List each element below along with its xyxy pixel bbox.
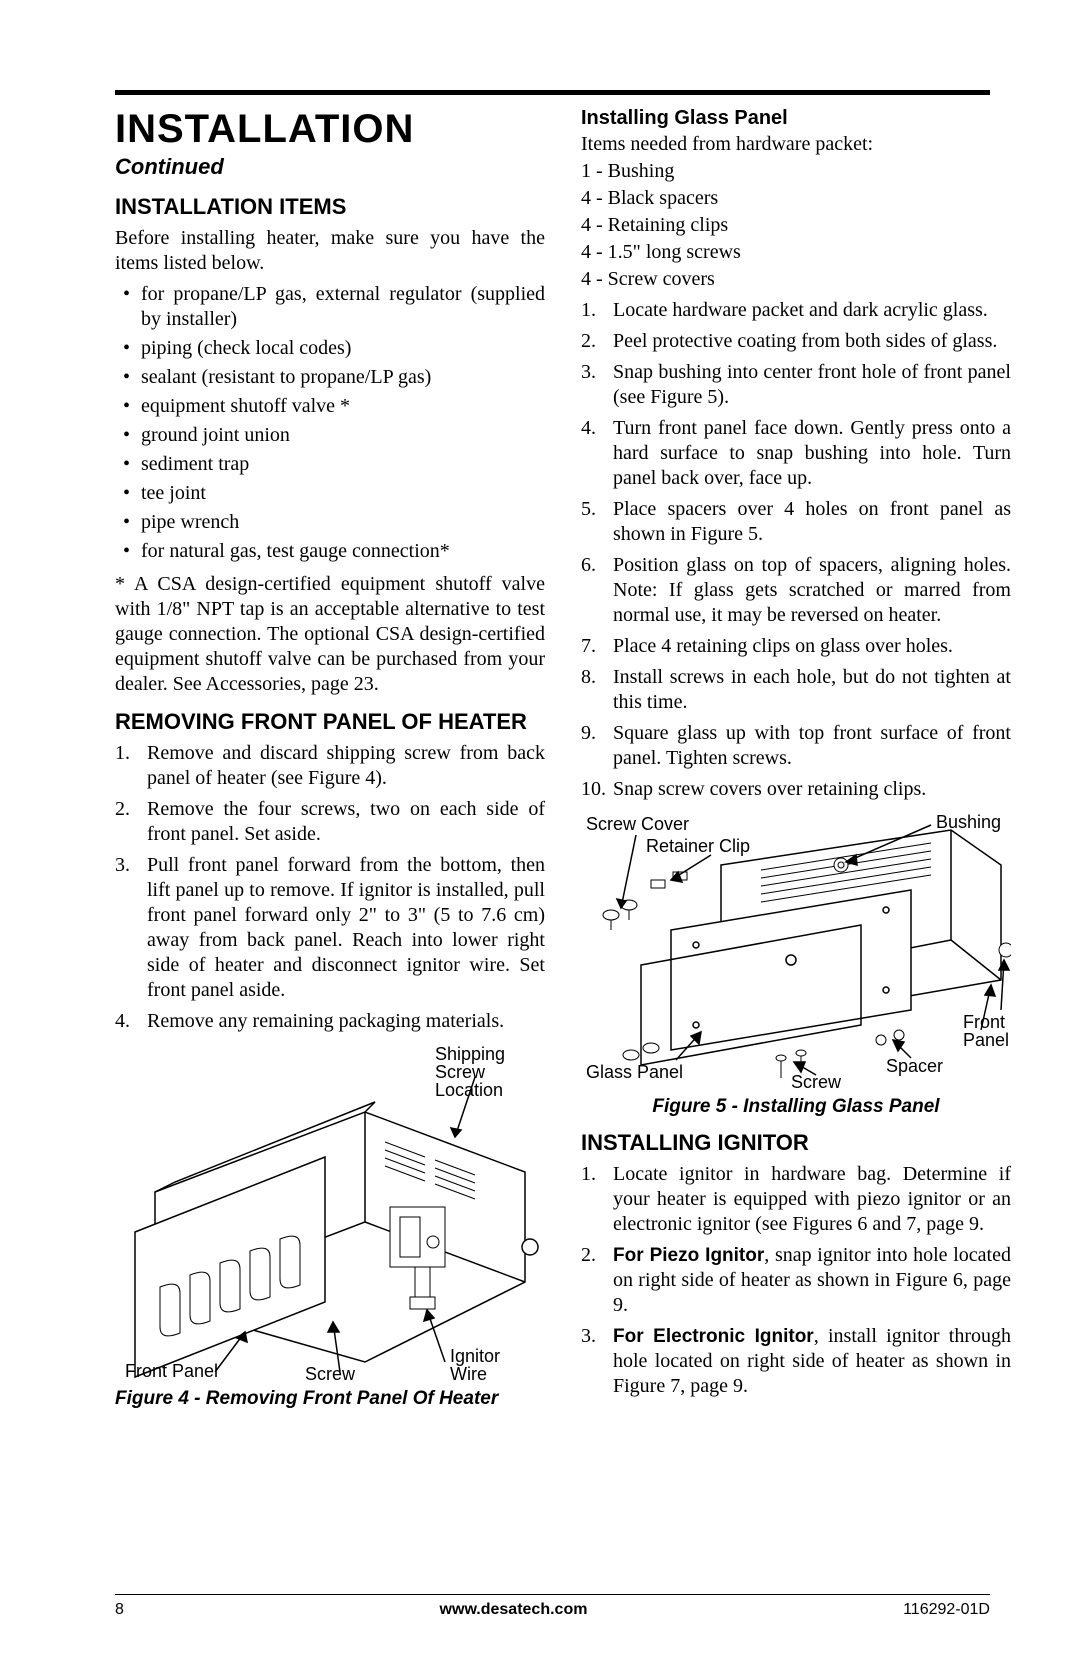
needed-line: 1 - Bushing bbox=[581, 159, 1011, 184]
list-item: equipment shutoff valve * bbox=[115, 394, 545, 419]
list-item: tee joint bbox=[115, 481, 545, 506]
needed-line: 4 - 1.5" long screws bbox=[581, 240, 1011, 265]
fig4-label-shipping2: Screw bbox=[435, 1062, 486, 1082]
list-item: for natural gas, test gauge connection* bbox=[115, 539, 545, 564]
list-item: Position glass on top of spacers, aligni… bbox=[581, 553, 1011, 628]
list-item: ground joint union bbox=[115, 423, 545, 448]
glass-steps: Locate hardware packet and dark acrylic … bbox=[581, 298, 1011, 802]
installation-items-list: for propane/LP gas, external regulator (… bbox=[115, 282, 545, 564]
lead-bold: For Electronic Ignitor bbox=[613, 1326, 814, 1347]
columns: INSTALLATION Continued INSTALLATION ITEM… bbox=[115, 107, 990, 1420]
fig5-label-glass: Glass Panel bbox=[586, 1062, 683, 1082]
paragraph: Before installing heater, make sure you … bbox=[115, 226, 545, 276]
list-item: for propane/LP gas, external regulator (… bbox=[115, 282, 545, 332]
lead-bold: For Piezo Ignitor bbox=[613, 1245, 764, 1266]
needed-line: 4 - Black spacers bbox=[581, 186, 1011, 211]
csa-note: * A CSA design-certified equipment shuto… bbox=[115, 572, 545, 697]
fig5-label-spacer: Spacer bbox=[886, 1056, 943, 1076]
section-title: INSTALLATION bbox=[115, 107, 545, 152]
list-item: sediment trap bbox=[115, 452, 545, 477]
heading-installing-ignitor: INSTALLING IGNITOR bbox=[581, 1130, 1011, 1156]
fig5-label-fp1: Front bbox=[963, 1012, 1005, 1032]
page: INSTALLATION Continued INSTALLATION ITEM… bbox=[0, 0, 1080, 1669]
top-rule bbox=[115, 90, 990, 95]
ignitor-steps: Locate ignitor in hardware bag. Determin… bbox=[581, 1162, 1011, 1399]
fig4-label-shipping: Shipping bbox=[435, 1044, 505, 1064]
figure-4-caption: Figure 4 - Removing Front Panel Of Heate… bbox=[115, 1388, 545, 1410]
fig5-label-retainer: Retainer Clip bbox=[646, 836, 750, 856]
fig4-label-screw: Screw bbox=[305, 1364, 356, 1382]
figure-5: Screw Cover Retainer Clip Bushing Glass … bbox=[581, 810, 1011, 1090]
needed-line: 4 - Screw covers bbox=[581, 267, 1011, 292]
heading-removing-front-panel: REMOVING FRONT PANEL OF HEATER bbox=[115, 709, 545, 735]
fig5-label-fp2: Panel bbox=[963, 1030, 1009, 1050]
continued-label: Continued bbox=[115, 154, 545, 180]
list-item: Locate ignitor in hardware bag. Determin… bbox=[581, 1162, 1011, 1237]
list-item: Pull front panel forward from the bottom… bbox=[115, 853, 545, 1003]
heading-installation-items: INSTALLATION ITEMS bbox=[115, 194, 545, 220]
doc-number: 116292-01D bbox=[903, 1601, 990, 1619]
fig4-label-shipping3: Location bbox=[435, 1080, 503, 1100]
fig5-label-screw: Screw bbox=[791, 1072, 842, 1090]
figure-4: Shipping Screw Location Front Panel Scre… bbox=[115, 1042, 545, 1382]
list-item: piping (check local codes) bbox=[115, 336, 545, 361]
page-number: 8 bbox=[115, 1601, 124, 1619]
figure-5-caption: Figure 5 - Installing Glass Panel bbox=[581, 1096, 1011, 1118]
paragraph: Items needed from hardware packet: bbox=[581, 132, 1011, 157]
list-item: Remove the four screws, two on each side… bbox=[115, 797, 545, 847]
list-item: Install screws in each hole, but do not … bbox=[581, 665, 1011, 715]
list-item: Place spacers over 4 holes on front pane… bbox=[581, 497, 1011, 547]
heading-installing-glass: Installing Glass Panel bbox=[581, 107, 1011, 130]
list-item: Remove any remaining packaging materials… bbox=[115, 1009, 545, 1034]
list-item: Snap bushing into center front hole of f… bbox=[581, 360, 1011, 410]
fig4-label-frontpanel: Front Panel bbox=[125, 1361, 218, 1381]
right-column: Installing Glass Panel Items needed from… bbox=[581, 107, 1011, 1420]
fig4-label-ignitor1: Ignitor bbox=[450, 1346, 500, 1366]
needed-line: 4 - Retaining clips bbox=[581, 213, 1011, 238]
list-item: Locate hardware packet and dark acrylic … bbox=[581, 298, 1011, 323]
list-item: Place 4 retaining clips on glass over ho… bbox=[581, 634, 1011, 659]
list-item: Snap screw covers over retaining clips. bbox=[581, 777, 1011, 802]
list-item: Turn front panel face down. Gently press… bbox=[581, 416, 1011, 491]
removing-steps: Remove and discard shipping screw from b… bbox=[115, 741, 545, 1034]
list-item: sealant (resistant to propane/LP gas) bbox=[115, 365, 545, 390]
fig4-label-ignitor2: Wire bbox=[450, 1364, 487, 1382]
list-item: For Electronic Ignitor, install ignitor … bbox=[581, 1324, 1011, 1399]
list-item: pipe wrench bbox=[115, 510, 545, 535]
left-column: INSTALLATION Continued INSTALLATION ITEM… bbox=[115, 107, 545, 1420]
list-item: Peel protective coating from both sides … bbox=[581, 329, 1011, 354]
list-item: For Piezo Ignitor, snap ignitor into hol… bbox=[581, 1243, 1011, 1318]
list-item: Square glass up with top front surface o… bbox=[581, 721, 1011, 771]
text: Locate ignitor in hardware bag. Determin… bbox=[613, 1163, 1011, 1235]
footer: 8 www.desatech.com 116292-01D bbox=[115, 1594, 990, 1619]
fig5-label-bushing: Bushing bbox=[936, 812, 1001, 832]
footer-url: www.desatech.com bbox=[440, 1601, 588, 1619]
list-item: Remove and discard shipping screw from b… bbox=[115, 741, 545, 791]
fig5-label-screwcover: Screw Cover bbox=[586, 814, 689, 834]
